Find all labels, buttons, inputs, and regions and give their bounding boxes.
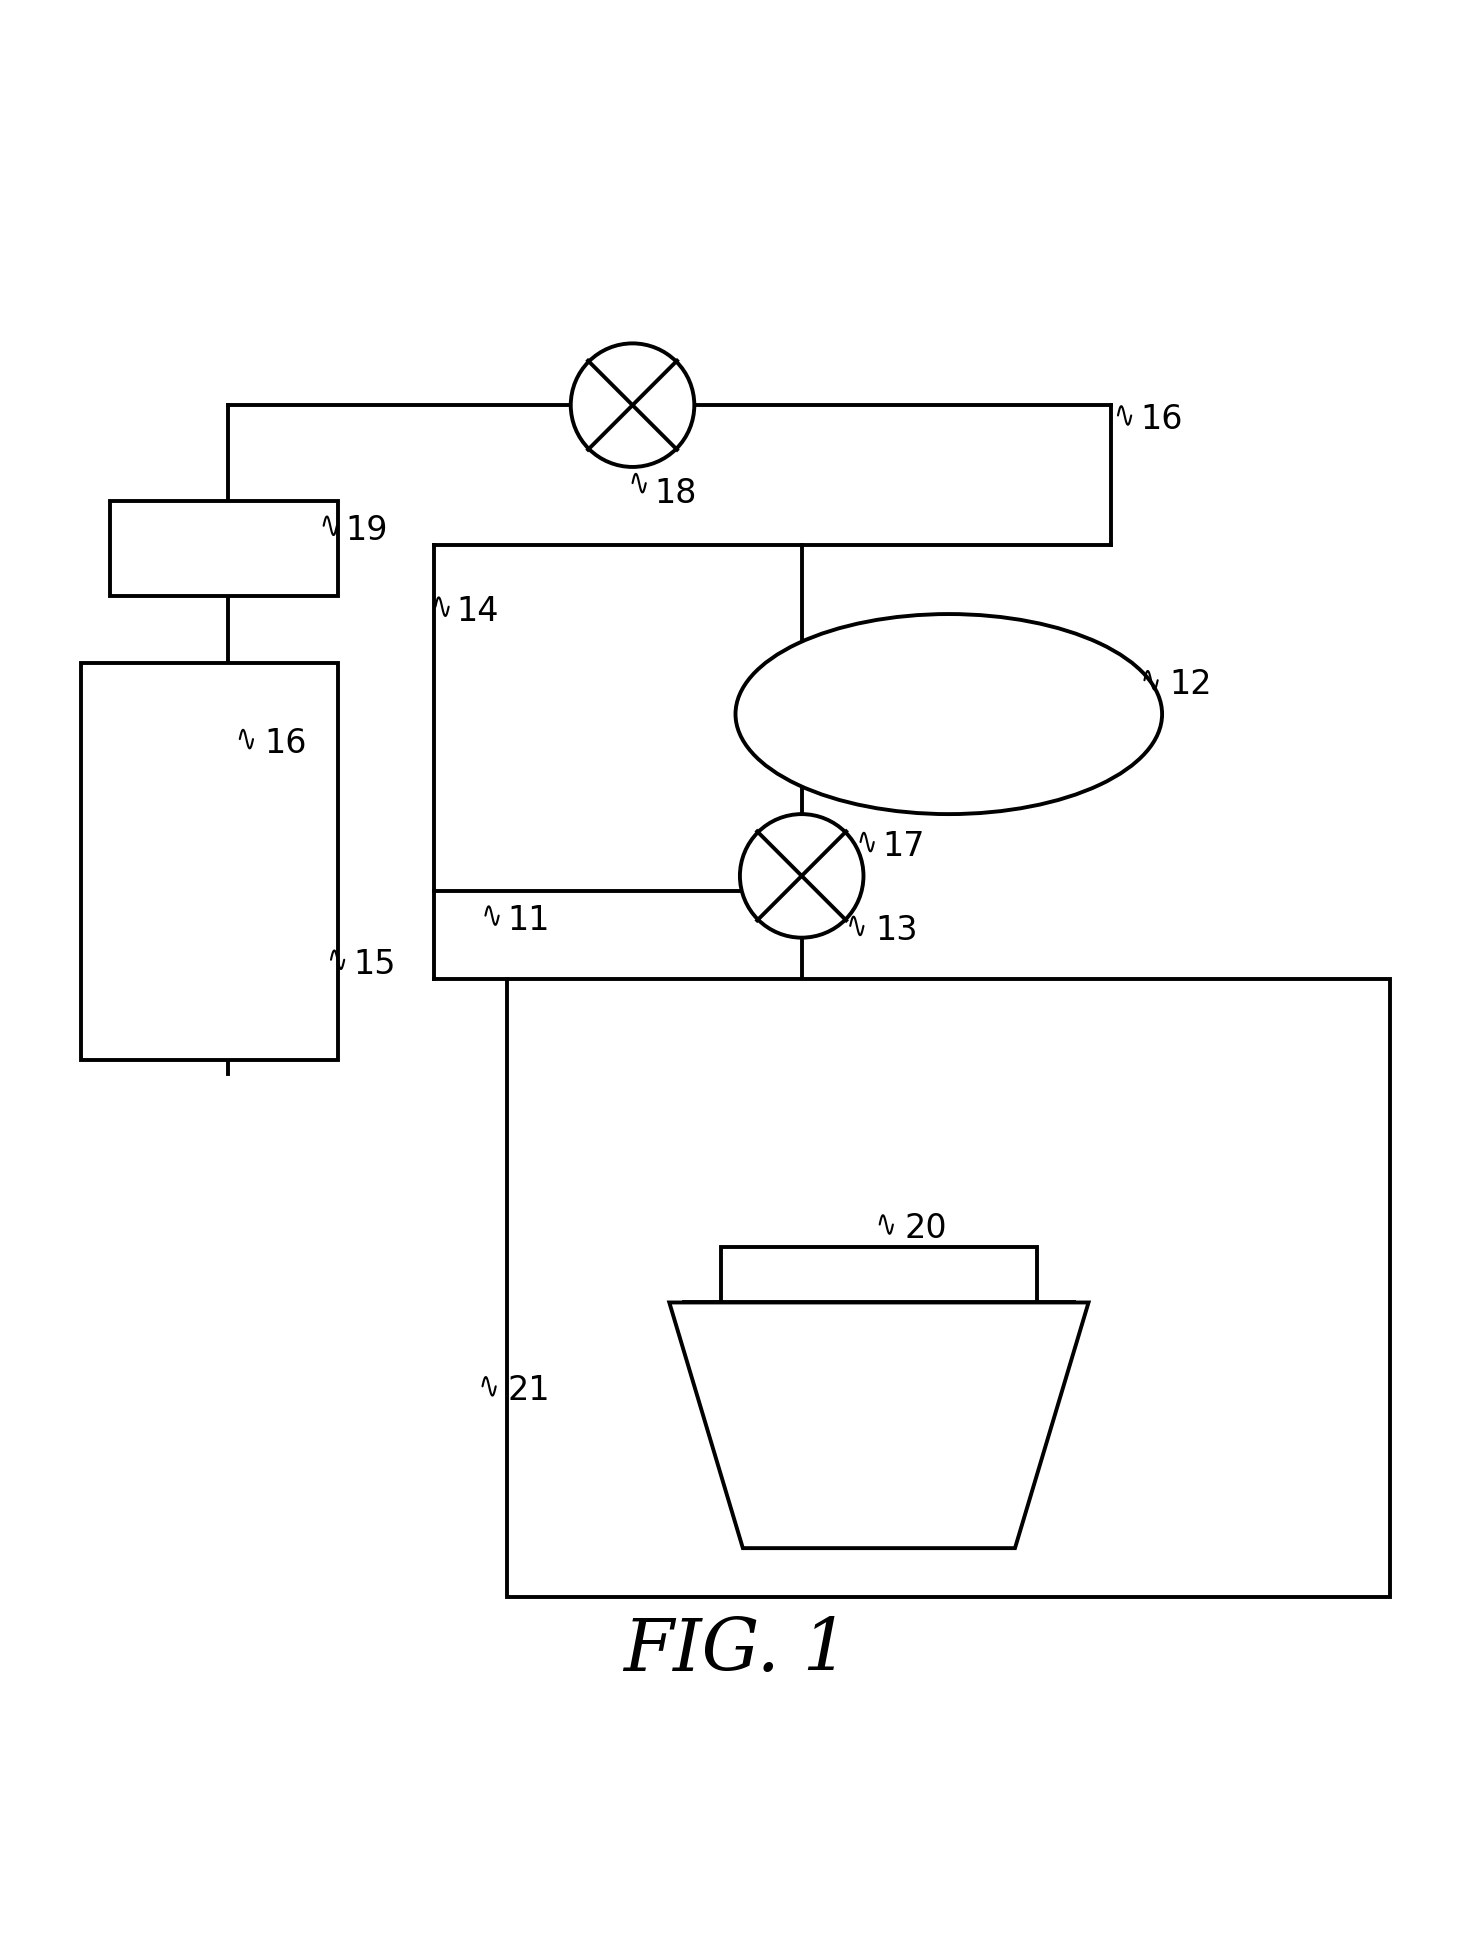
Bar [721,1247,1037,1302]
Text: 20: 20 [905,1212,947,1245]
Circle shape [571,344,694,466]
Text: 12: 12 [1169,668,1212,701]
Text: 16: 16 [265,727,307,760]
Text: 15: 15 [353,948,396,981]
Text: FIG. 1: FIG. 1 [622,1617,849,1687]
Circle shape [740,814,863,938]
Text: 14: 14 [456,595,499,628]
Text: 19: 19 [346,513,388,546]
Bar [507,979,1390,1597]
Text: 17: 17 [883,830,925,863]
Text: 16: 16 [1140,404,1183,437]
Text: 21: 21 [507,1374,550,1407]
Ellipse shape [736,614,1162,814]
Bar [110,501,338,597]
Text: 11: 11 [507,903,550,937]
Text: 13: 13 [875,913,918,946]
Text: 18: 18 [655,476,697,509]
Bar [81,663,338,1059]
Polygon shape [669,1302,1089,1549]
